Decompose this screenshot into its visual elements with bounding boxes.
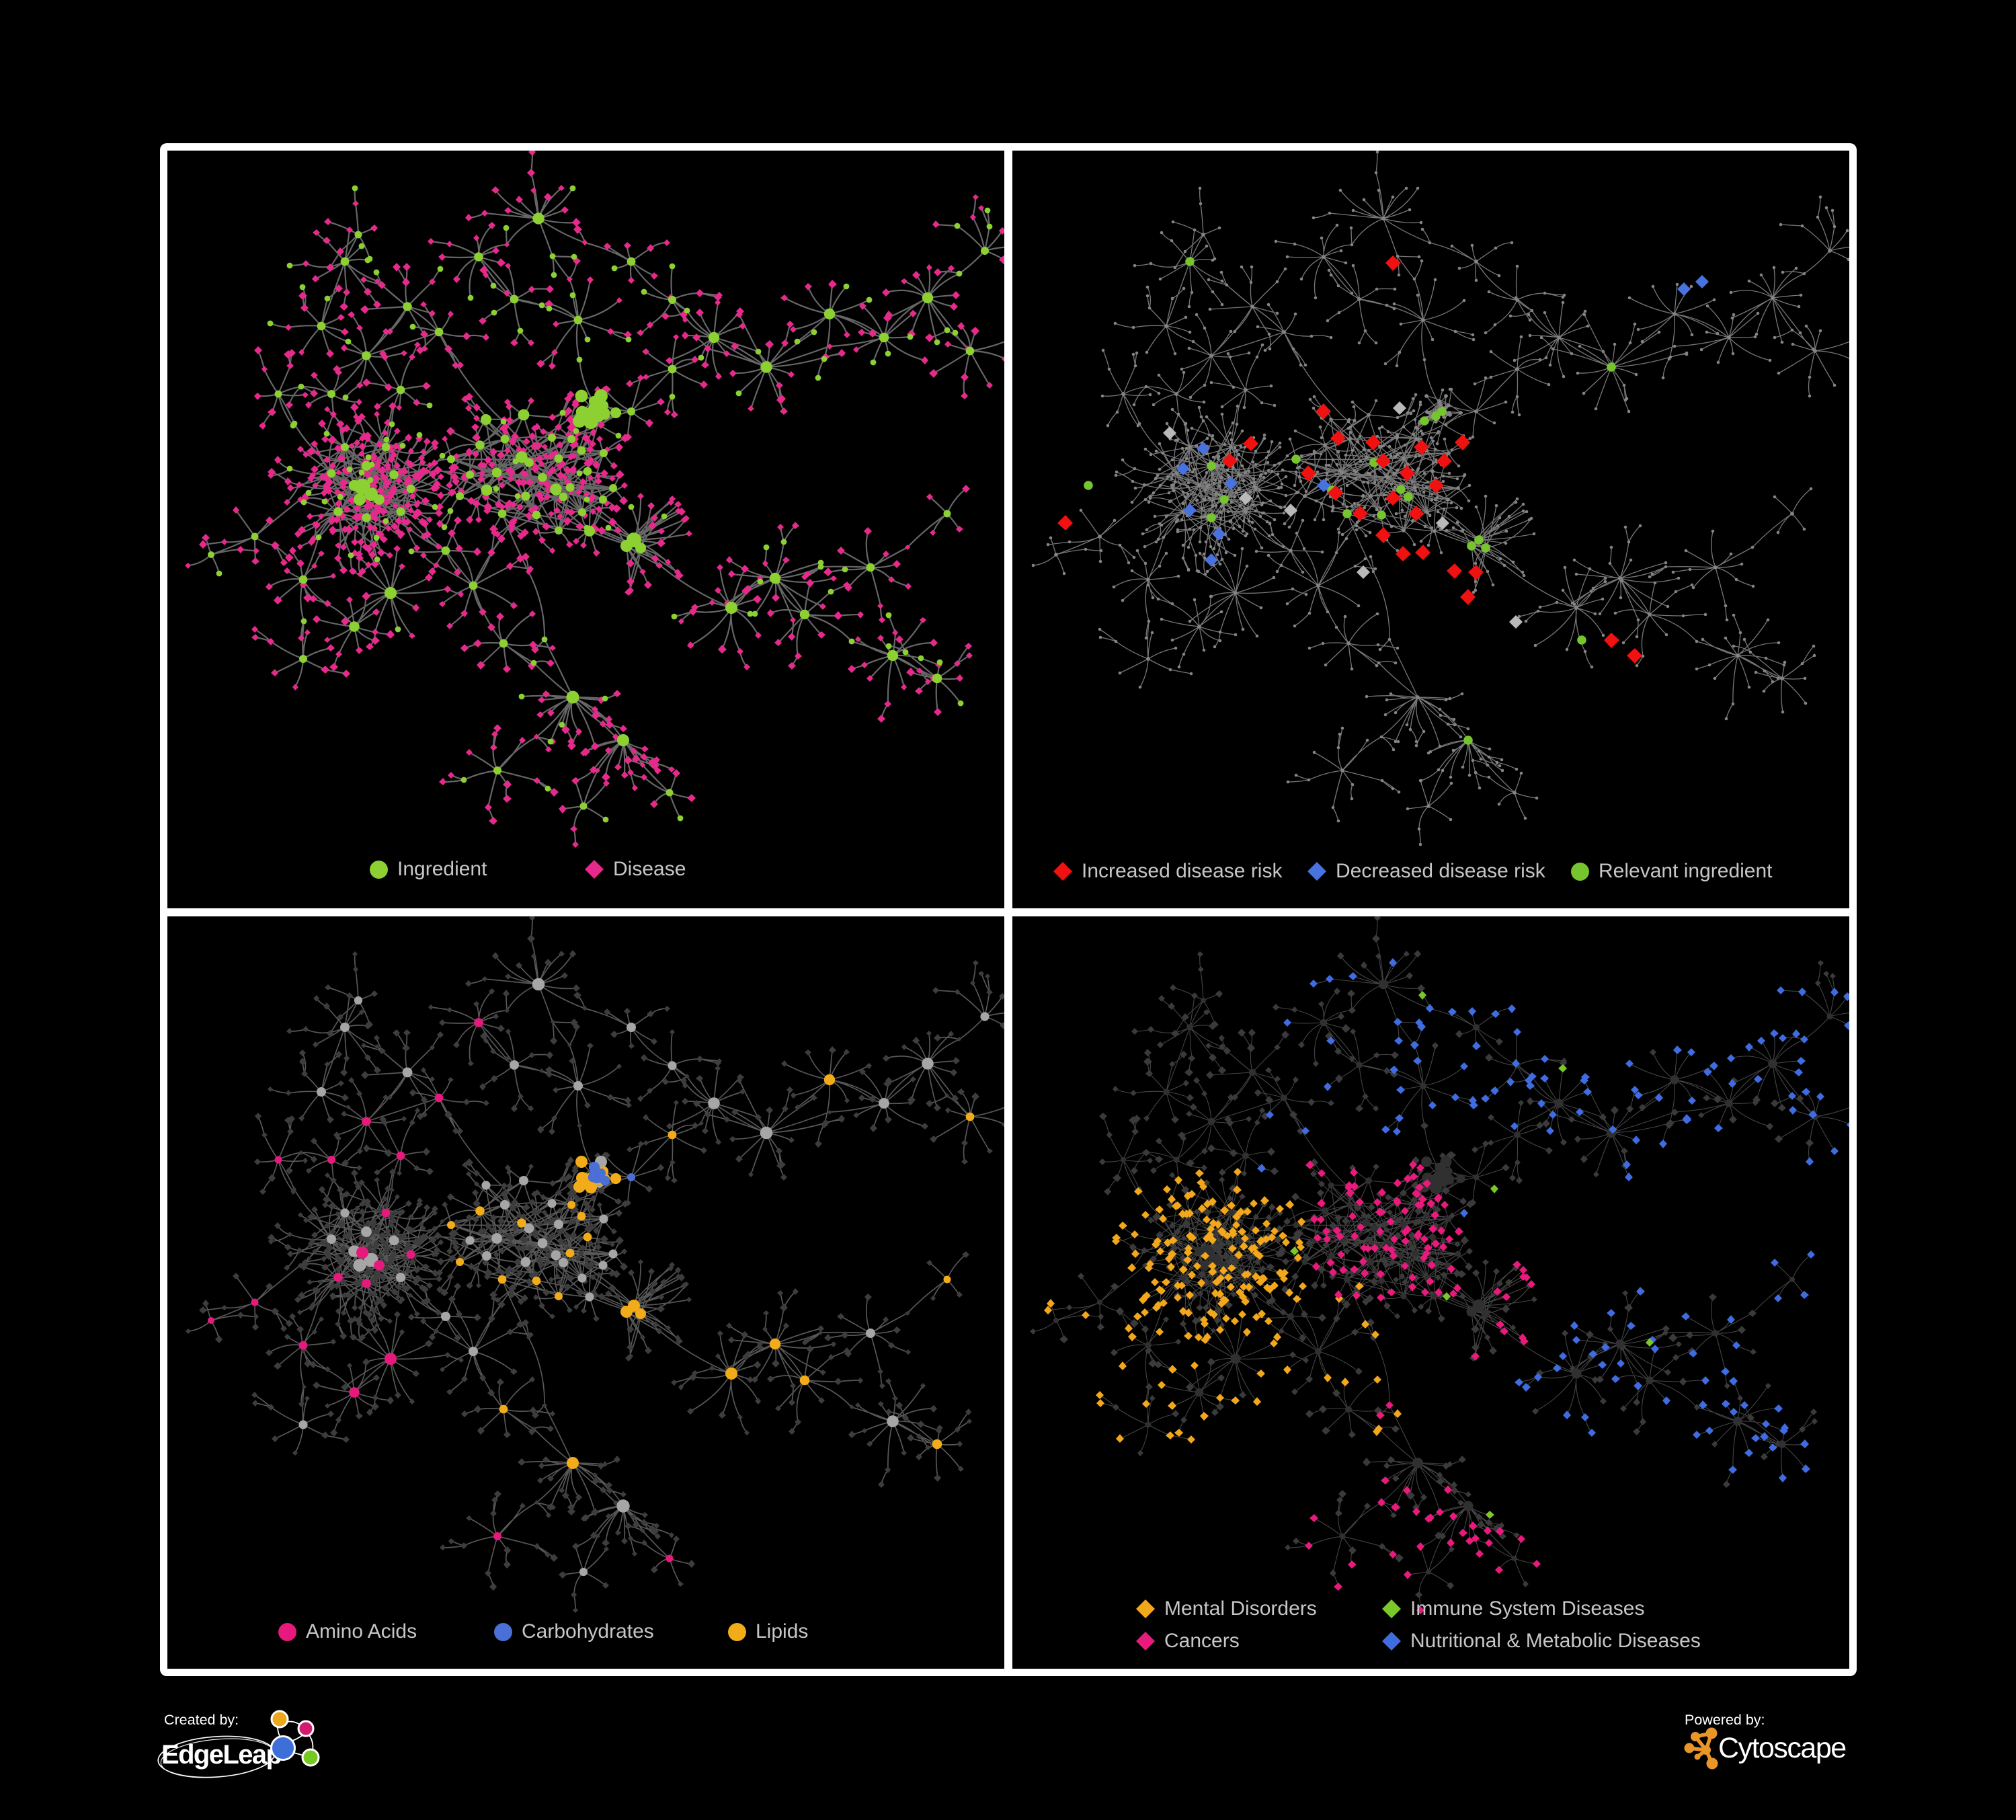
- svg-text:EdgeLeap: EdgeLeap: [161, 1740, 282, 1770]
